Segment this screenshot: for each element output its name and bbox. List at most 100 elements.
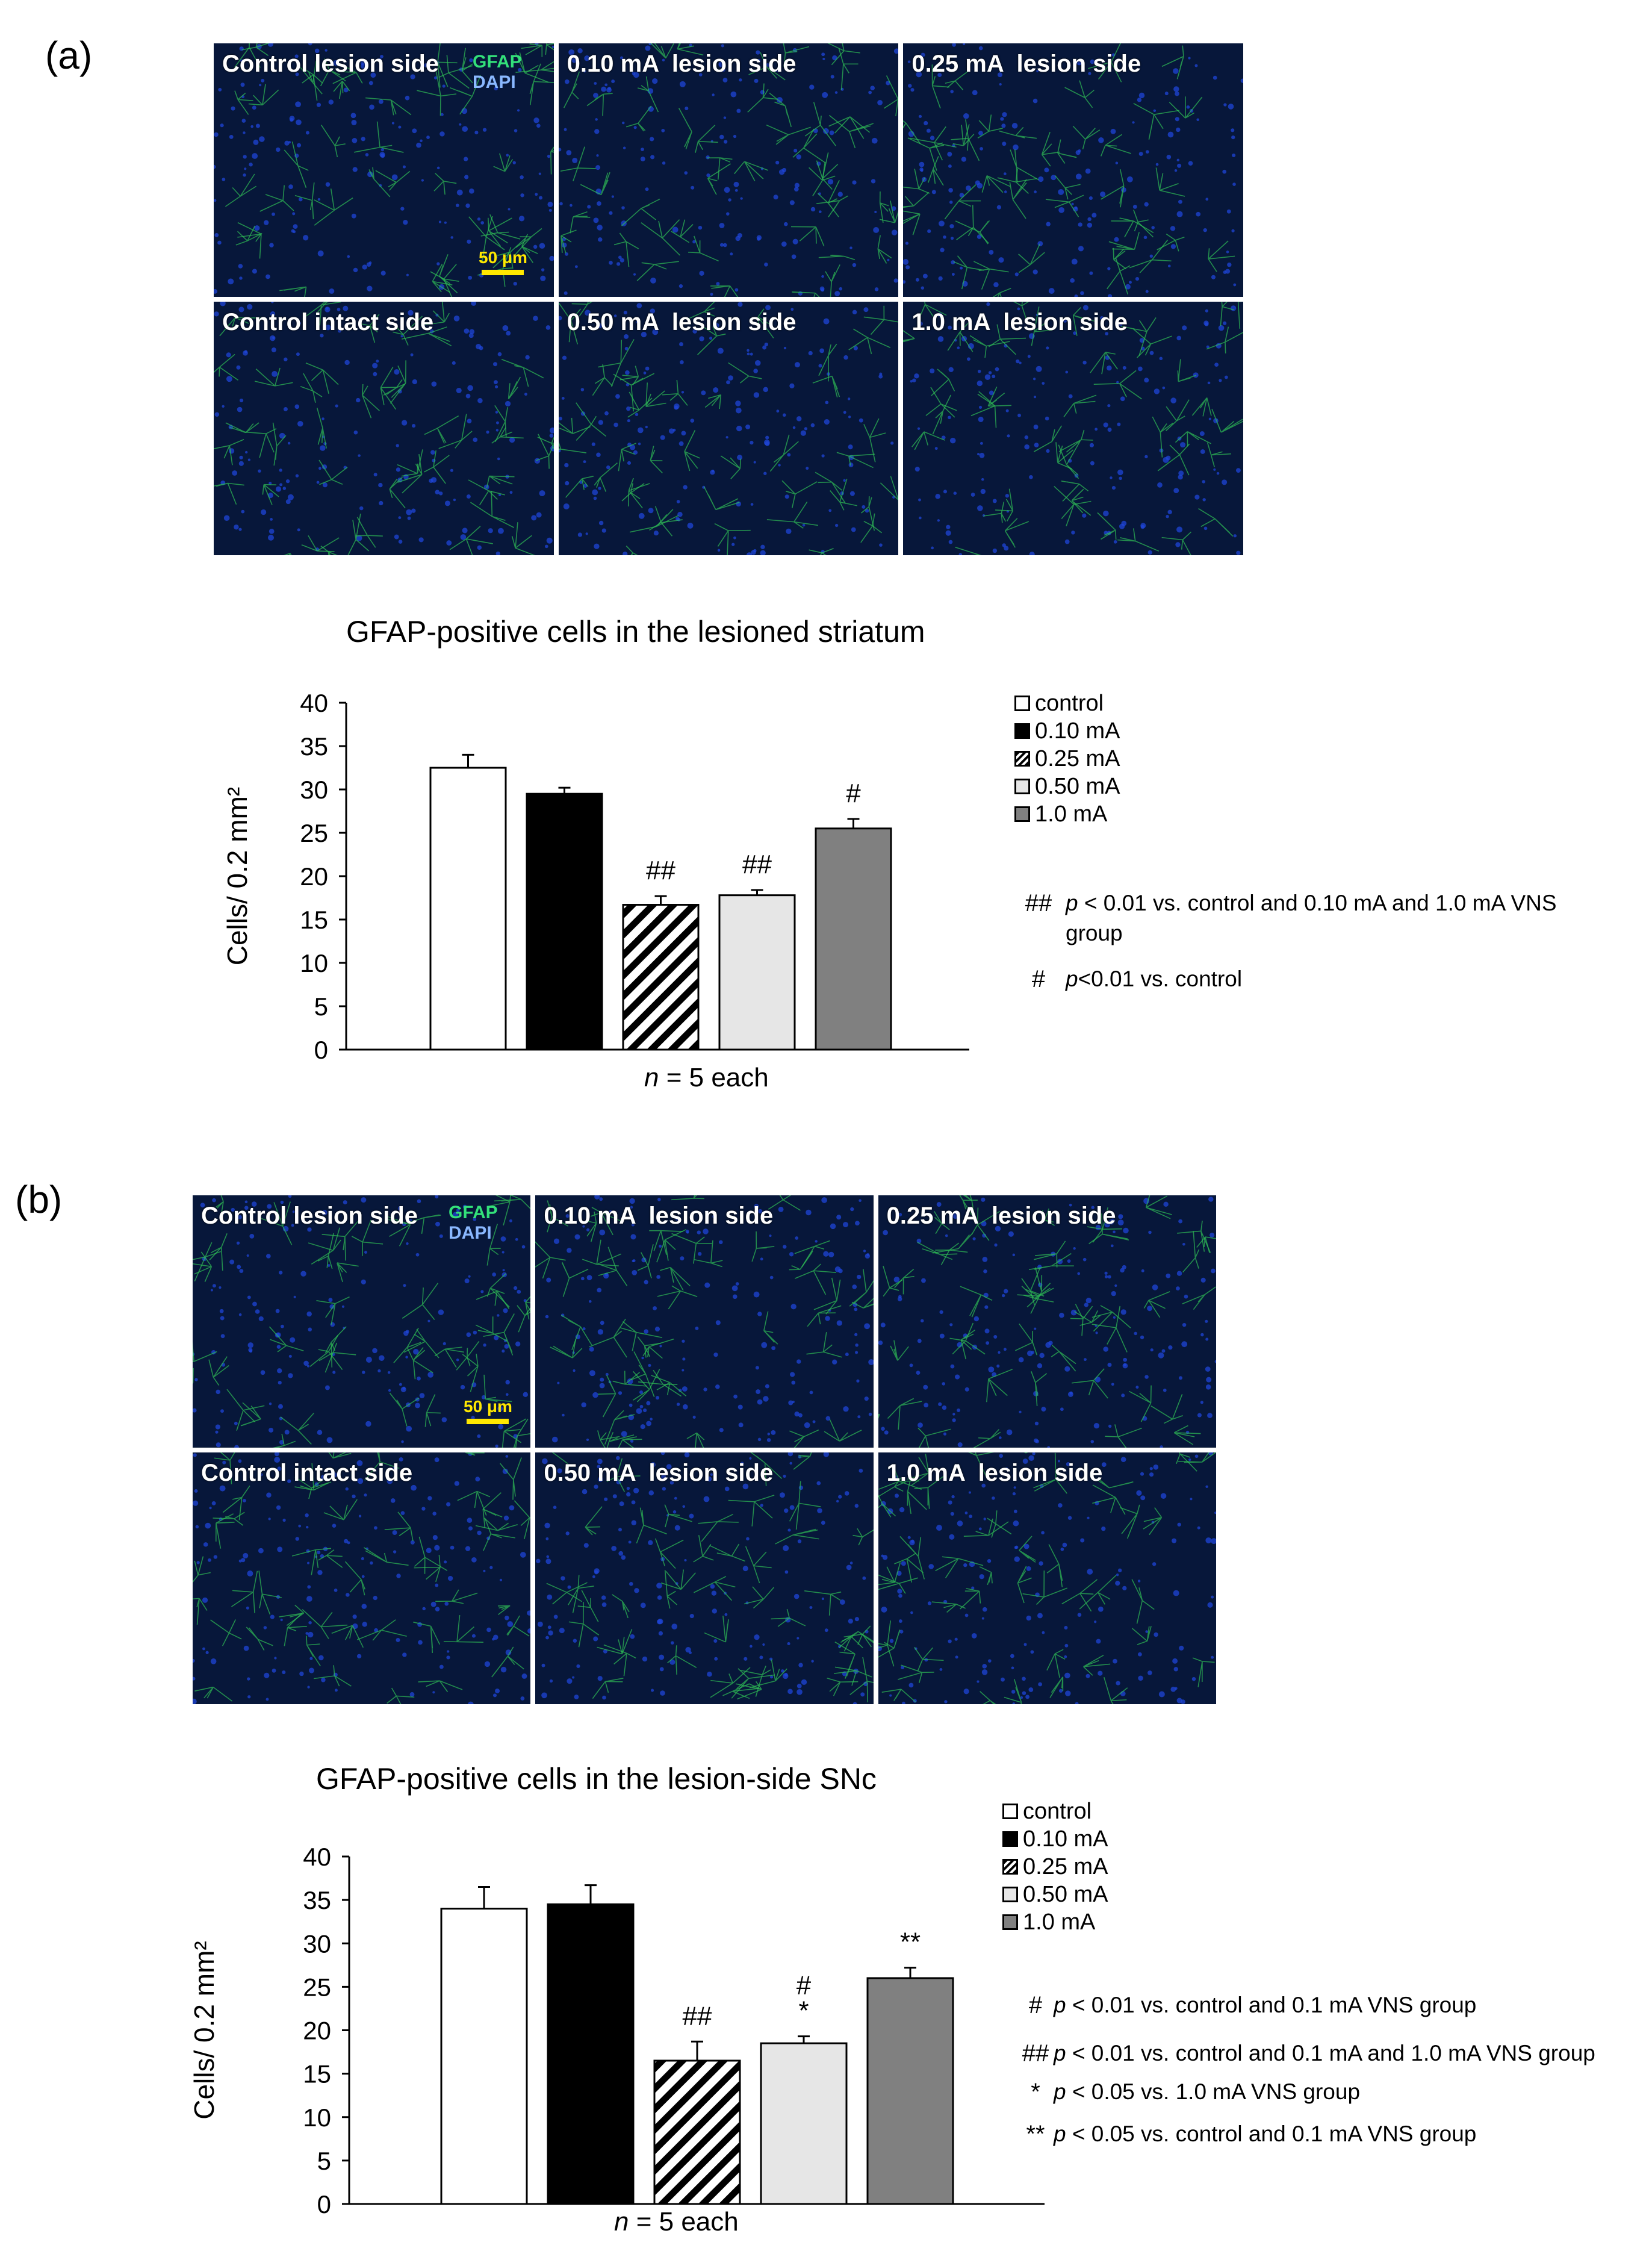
micrograph-texture bbox=[903, 43, 1243, 297]
y-tick-label: 35 bbox=[303, 1886, 331, 1914]
legend-swatch bbox=[1002, 1887, 1018, 1902]
micrograph-tile: Control intact side bbox=[214, 302, 554, 555]
y-tick-label: 30 bbox=[300, 776, 328, 804]
note-symbol: ** bbox=[1026, 2121, 1045, 2147]
significance-note: ## p < 0.01 vs. control and 0.10 mA and 1… bbox=[1011, 888, 1613, 948]
tile-label: 0.10 mA lesion side bbox=[567, 51, 796, 77]
note-text: p < 0.01 vs. control and 0.1 mA VNS grou… bbox=[1054, 1993, 1477, 2017]
stain-legend: GFAP DAPI bbox=[473, 52, 522, 93]
legend-label: 0.25 mA bbox=[1035, 746, 1120, 771]
micrograph-tile: 0.25 mA lesion side bbox=[903, 43, 1243, 297]
legend-label: 1.0 mA bbox=[1023, 1910, 1096, 1935]
legend-swatch bbox=[1002, 1831, 1018, 1847]
chart-b-n-label: n = 5 each bbox=[614, 2207, 739, 2236]
panel-b-letter: (b) bbox=[15, 1178, 63, 1221]
legend-item: control bbox=[1014, 689, 1120, 717]
y-tick-label: 40 bbox=[300, 689, 328, 717]
y-tick-label: 35 bbox=[300, 732, 328, 761]
note-symbol: # bbox=[1031, 966, 1046, 992]
significance-note: * p < 0.05 vs. 1.0 mA VNS group bbox=[1017, 2077, 1632, 2107]
y-tick-label: 15 bbox=[303, 2060, 331, 2088]
bar-0-10-ma bbox=[526, 792, 603, 1051]
panel-a-significance-notes: ## p < 0.01 vs. control and 0.10 mA and 1… bbox=[1011, 888, 1613, 1010]
stain-legend: GFAP DAPI bbox=[449, 1203, 498, 1243]
note-symbol: ## bbox=[1025, 890, 1052, 917]
note-text: p < 0.05 vs. control and 0.1 mA VNS grou… bbox=[1054, 2121, 1477, 2146]
legend-label: 1.0 mA bbox=[1035, 802, 1108, 827]
scale-bar-label: 50 μm bbox=[479, 248, 527, 267]
bar-1-0-ma bbox=[815, 827, 892, 1051]
legend-swatch bbox=[1002, 1804, 1018, 1819]
legend-swatch bbox=[1014, 806, 1030, 822]
legend-item: 0.10 mA bbox=[1002, 1825, 1108, 1853]
significance-note: # p < 0.01 vs. control and 0.1 mA VNS gro… bbox=[1017, 1990, 1632, 2020]
note-symbol: # bbox=[1028, 1992, 1043, 2019]
gfap-label: GFAP bbox=[473, 52, 522, 72]
significance-marker: ## bbox=[683, 2001, 712, 2031]
tile-label: Control intact side bbox=[222, 309, 434, 335]
scale-bar: 50 μm bbox=[479, 248, 527, 275]
y-tick-label: 40 bbox=[303, 1843, 331, 1871]
bar-1-0-ma bbox=[866, 1977, 954, 2205]
dapi-label: DAPI bbox=[473, 72, 516, 92]
y-tick-label: 25 bbox=[300, 819, 328, 847]
micrograph-tile: 0.10 mA lesion side bbox=[535, 1195, 874, 1448]
legend-swatch bbox=[1002, 1859, 1018, 1875]
tile-label: Control lesion side bbox=[201, 1203, 418, 1229]
legend-swatch bbox=[1014, 751, 1030, 767]
panel-a-letter: (a) bbox=[45, 34, 93, 77]
legend-label: control bbox=[1023, 1799, 1092, 1824]
legend-item: 0.25 mA bbox=[1014, 745, 1120, 773]
tile-label: 0.10 mA lesion side bbox=[544, 1203, 774, 1229]
significance-marker: ## bbox=[646, 856, 675, 885]
bar-0-10-ma bbox=[547, 1903, 635, 2205]
y-tick-label: 5 bbox=[314, 992, 328, 1021]
bar-0-50-ma bbox=[718, 894, 796, 1051]
y-tick-label: 5 bbox=[317, 2147, 331, 2175]
note-text: p<0.01 vs. control bbox=[1066, 966, 1243, 991]
y-tick-label: 20 bbox=[300, 862, 328, 891]
significance-marker: ## bbox=[742, 850, 772, 879]
note-text: p < 0.01 vs. control and 0.1 mA and 1.0 … bbox=[1054, 2041, 1595, 2065]
legend-item: 0.50 mA bbox=[1014, 773, 1120, 800]
legend-item: 0.50 mA bbox=[1002, 1881, 1108, 1908]
micrograph-tile: 1.0 mA lesion side bbox=[878, 1452, 1216, 1704]
micrograph-tile: 0.10 mA lesion side bbox=[558, 43, 899, 297]
legend-swatch bbox=[1014, 723, 1030, 739]
note-symbol: ## bbox=[1022, 2040, 1049, 2067]
significance-marker: ** bbox=[900, 1928, 921, 1957]
micrograph-tile: 0.50 mA lesion side bbox=[535, 1452, 874, 1704]
note-text: p < 0.01 vs. control and 0.10 mA and 1.0… bbox=[1066, 891, 1557, 945]
note-symbol: * bbox=[1031, 2079, 1040, 2105]
micrograph-texture bbox=[878, 1452, 1216, 1704]
significance-marker: # bbox=[796, 1971, 812, 2000]
panel-b-significance-notes: # p < 0.01 vs. control and 0.1 mA VNS gro… bbox=[1017, 1990, 1632, 2165]
tile-label: 1.0 mA lesion side bbox=[886, 1459, 1103, 1486]
legend-label: 0.10 mA bbox=[1035, 718, 1120, 744]
dapi-label: DAPI bbox=[449, 1223, 492, 1243]
tile-label: 0.25 mA lesion side bbox=[911, 51, 1141, 77]
legend-swatch bbox=[1014, 779, 1030, 794]
tile-label: 0.50 mA lesion side bbox=[567, 309, 796, 335]
gfap-label: GFAP bbox=[449, 1203, 498, 1222]
y-axis-title: Cells/ 0.2 mm² bbox=[222, 787, 253, 965]
note-text: p < 0.05 vs. 1.0 mA VNS group bbox=[1054, 2079, 1361, 2104]
chart-a-title: GFAP-positive cells in the lesioned stri… bbox=[346, 615, 925, 649]
significance-note: ** p < 0.05 vs. control and 0.1 mA VNS gr… bbox=[1017, 2119, 1632, 2149]
significance-note: ## p < 0.01 vs. control and 0.1 mA and 1.… bbox=[1017, 2038, 1632, 2068]
bar-control bbox=[440, 1908, 528, 2205]
y-tick-label: 15 bbox=[300, 906, 328, 934]
legend-item: control bbox=[1002, 1798, 1108, 1825]
legend-item: 0.25 mA bbox=[1002, 1853, 1108, 1881]
panel-b-micrograph-grid: Control lesion side GFAP DAPI 50 μm 0.10 … bbox=[193, 1195, 1216, 1704]
scale-bar-line bbox=[482, 270, 524, 275]
chart-b-title: GFAP-positive cells in the lesion-side S… bbox=[316, 1762, 877, 1796]
micrograph-texture bbox=[535, 1452, 874, 1704]
micrograph-texture bbox=[903, 302, 1243, 555]
legend-item: 1.0 mA bbox=[1002, 1908, 1108, 1936]
legend-swatch bbox=[1014, 696, 1030, 711]
legend-label: 0.50 mA bbox=[1035, 774, 1120, 799]
bar-0-25-ma bbox=[653, 2059, 741, 2205]
